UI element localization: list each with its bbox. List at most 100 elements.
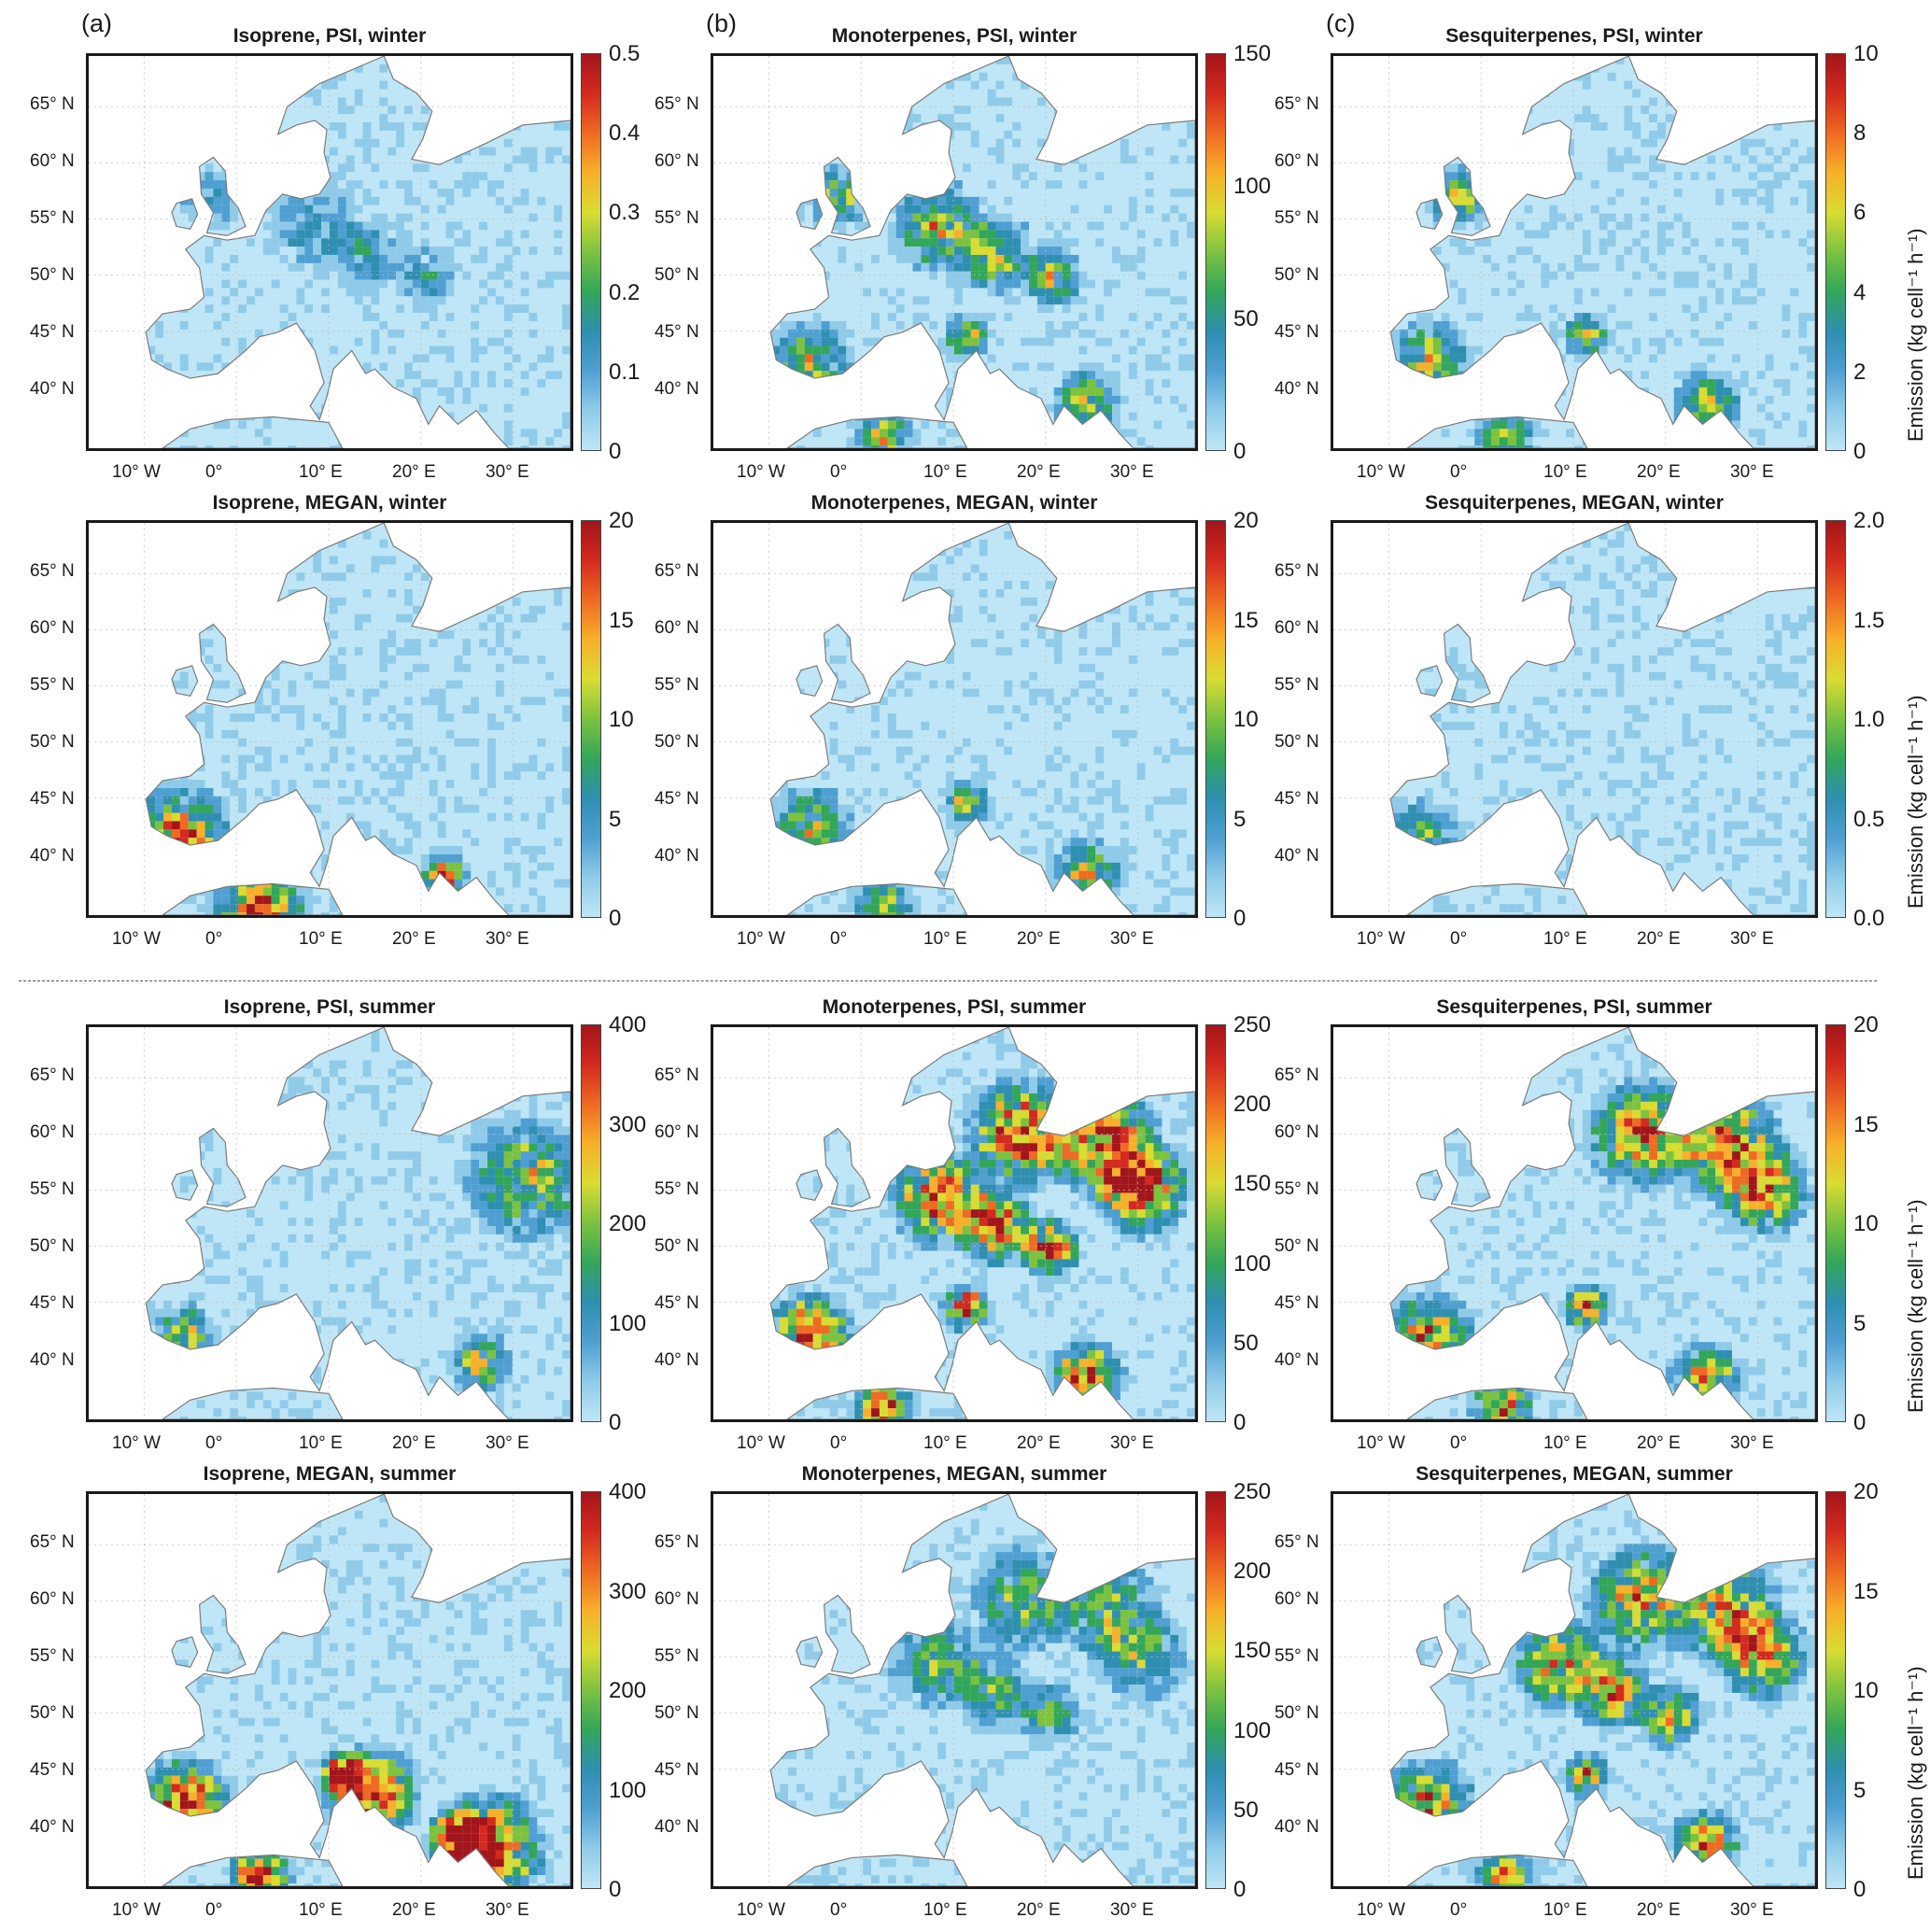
panel-title: Isoprene, MEGAN, summer	[203, 1463, 457, 1485]
colorbar	[581, 1024, 601, 1422]
latitude-tick: 50° N	[655, 732, 699, 752]
longitude-tick: 30° E	[486, 1433, 529, 1453]
colorbar-tick: 10	[1853, 1678, 1879, 1703]
latitude-tick: 40° N	[1275, 846, 1319, 866]
colorbar-tick: 0	[609, 1410, 622, 1435]
colorbar-tick: 10	[1853, 41, 1879, 66]
latitude-tick: 40° N	[1275, 1350, 1319, 1370]
latitude-tick: 45° N	[1275, 789, 1319, 809]
latitude-tick: 60° N	[655, 1589, 699, 1609]
map-panel	[86, 1024, 573, 1422]
latitude-tick: 65° N	[30, 1065, 75, 1085]
longitude-tick: 10° E	[923, 929, 967, 949]
emission-map	[89, 56, 571, 448]
latitude-tick: 50° N	[655, 265, 699, 285]
panel-title: Monoterpenes, MEGAN, winter	[810, 492, 1098, 514]
latitude-tick: 40° N	[655, 1817, 699, 1837]
latitude-tick: 65° N	[655, 1532, 699, 1552]
colorbar-tick: 100	[609, 1777, 647, 1803]
longitude-tick: 10° W	[1357, 929, 1405, 949]
latitude-tick: 45° N	[655, 1760, 699, 1780]
colorbar	[1825, 53, 1846, 451]
column-letter: (a)	[81, 9, 112, 37]
panel-title: Sesquiterpenes, PSI, winter	[1445, 25, 1703, 47]
colorbar-tick: 200	[1233, 1558, 1272, 1585]
latitude-tick: 60° N	[1275, 618, 1319, 638]
colorbar	[1825, 1491, 1846, 1889]
longitude-tick: 20° E	[1637, 1433, 1681, 1453]
longitude-tick: 0°	[1450, 1433, 1468, 1453]
longitude-tick: 0°	[205, 1433, 223, 1453]
colorbar	[581, 1491, 601, 1889]
latitude-tick: 55° N	[655, 1179, 699, 1199]
colorbar-tick: 5	[1853, 1310, 1867, 1336]
colorbar	[1825, 520, 1846, 918]
longitude-tick: 30° E	[1730, 1433, 1774, 1453]
longitude-tick: 10° W	[1357, 1433, 1405, 1453]
latitude-tick: 60° N	[655, 618, 699, 638]
colorbar-tick: 0	[609, 906, 622, 931]
latitude-tick: 60° N	[30, 1122, 75, 1142]
colorbar-tick: 1.5	[1853, 607, 1885, 633]
longitude-tick: 30° E	[1110, 929, 1154, 949]
latitude-tick: 65° N	[30, 561, 75, 581]
latitude-tick: 55° N	[1275, 208, 1319, 228]
latitude-tick: 45° N	[655, 1293, 699, 1313]
latitude-tick: 50° N	[1275, 732, 1319, 752]
longitude-tick: 0°	[830, 1900, 848, 1920]
map-panel	[711, 1491, 1198, 1889]
latitude-tick: 40° N	[30, 846, 75, 866]
longitude-tick: 20° E	[1637, 929, 1681, 949]
longitude-tick: 10° E	[1543, 462, 1587, 482]
colorbar-tick: 15	[609, 607, 634, 633]
panel-title: Monoterpenes, MEGAN, summer	[801, 1463, 1107, 1485]
longitude-tick: 0°	[205, 1900, 223, 1920]
emission-map	[713, 1027, 1195, 1419]
colorbar	[1205, 520, 1226, 918]
colorbar-tick: 100	[1233, 1717, 1272, 1743]
panel-title: Isoprene, PSI, winter	[232, 25, 427, 47]
colorbar-tick: 0	[609, 1877, 622, 1902]
latitude-tick: 50° N	[30, 1703, 75, 1723]
longitude-tick: 0°	[1450, 462, 1468, 482]
latitude-tick: 60° N	[30, 151, 75, 171]
latitude-tick: 65° N	[1275, 1532, 1319, 1552]
longitude-tick: 10° W	[1357, 462, 1405, 482]
latitude-tick: 50° N	[1275, 1236, 1319, 1256]
latitude-tick: 45° N	[30, 1293, 75, 1313]
map-panel	[711, 1024, 1198, 1422]
longitude-tick: 0°	[205, 929, 223, 949]
latitude-tick: 65° N	[30, 1532, 75, 1552]
colorbar-tick: 0.4	[609, 120, 641, 147]
longitude-tick: 10° E	[299, 1900, 343, 1920]
colorbar-tick: 0	[1233, 906, 1247, 931]
colorbar-tick: 5	[1853, 1777, 1867, 1803]
longitude-tick: 10° W	[737, 929, 785, 949]
latitude-tick: 65° N	[1275, 1065, 1319, 1085]
map-panel	[1331, 1024, 1818, 1422]
panel-title: Sesquiterpenes, MEGAN, winter	[1425, 492, 1724, 514]
emission-map	[1333, 1494, 1815, 1886]
longitude-tick: 10° E	[1543, 1900, 1587, 1920]
longitude-tick: 0°	[830, 1433, 848, 1453]
colorbar-tick: 10	[609, 707, 634, 732]
latitude-tick: 55° N	[655, 1646, 699, 1666]
colorbar-tick: 0	[1233, 1410, 1247, 1435]
latitude-tick: 40° N	[30, 1817, 75, 1837]
longitude-tick: 20° E	[1637, 462, 1681, 482]
latitude-tick: 55° N	[30, 675, 75, 695]
longitude-tick: 30° E	[1110, 1900, 1154, 1920]
latitude-tick: 50° N	[30, 732, 75, 752]
latitude-tick: 50° N	[655, 1703, 699, 1723]
colorbar-tick: 0	[1853, 1877, 1867, 1902]
map-panel	[1331, 1491, 1818, 1889]
latitude-tick: 65° N	[30, 94, 75, 114]
colorbar-tick: 20	[1233, 508, 1259, 533]
latitude-tick: 45° N	[655, 789, 699, 809]
longitude-tick: 10° W	[737, 1433, 785, 1453]
column-letter: (c)	[1326, 9, 1356, 37]
colorbar-tick: 2.0	[1853, 508, 1885, 533]
longitude-tick: 0°	[1450, 929, 1468, 949]
colorbar-tick: 0.5	[1853, 806, 1885, 832]
longitude-tick: 30° E	[1730, 929, 1774, 949]
